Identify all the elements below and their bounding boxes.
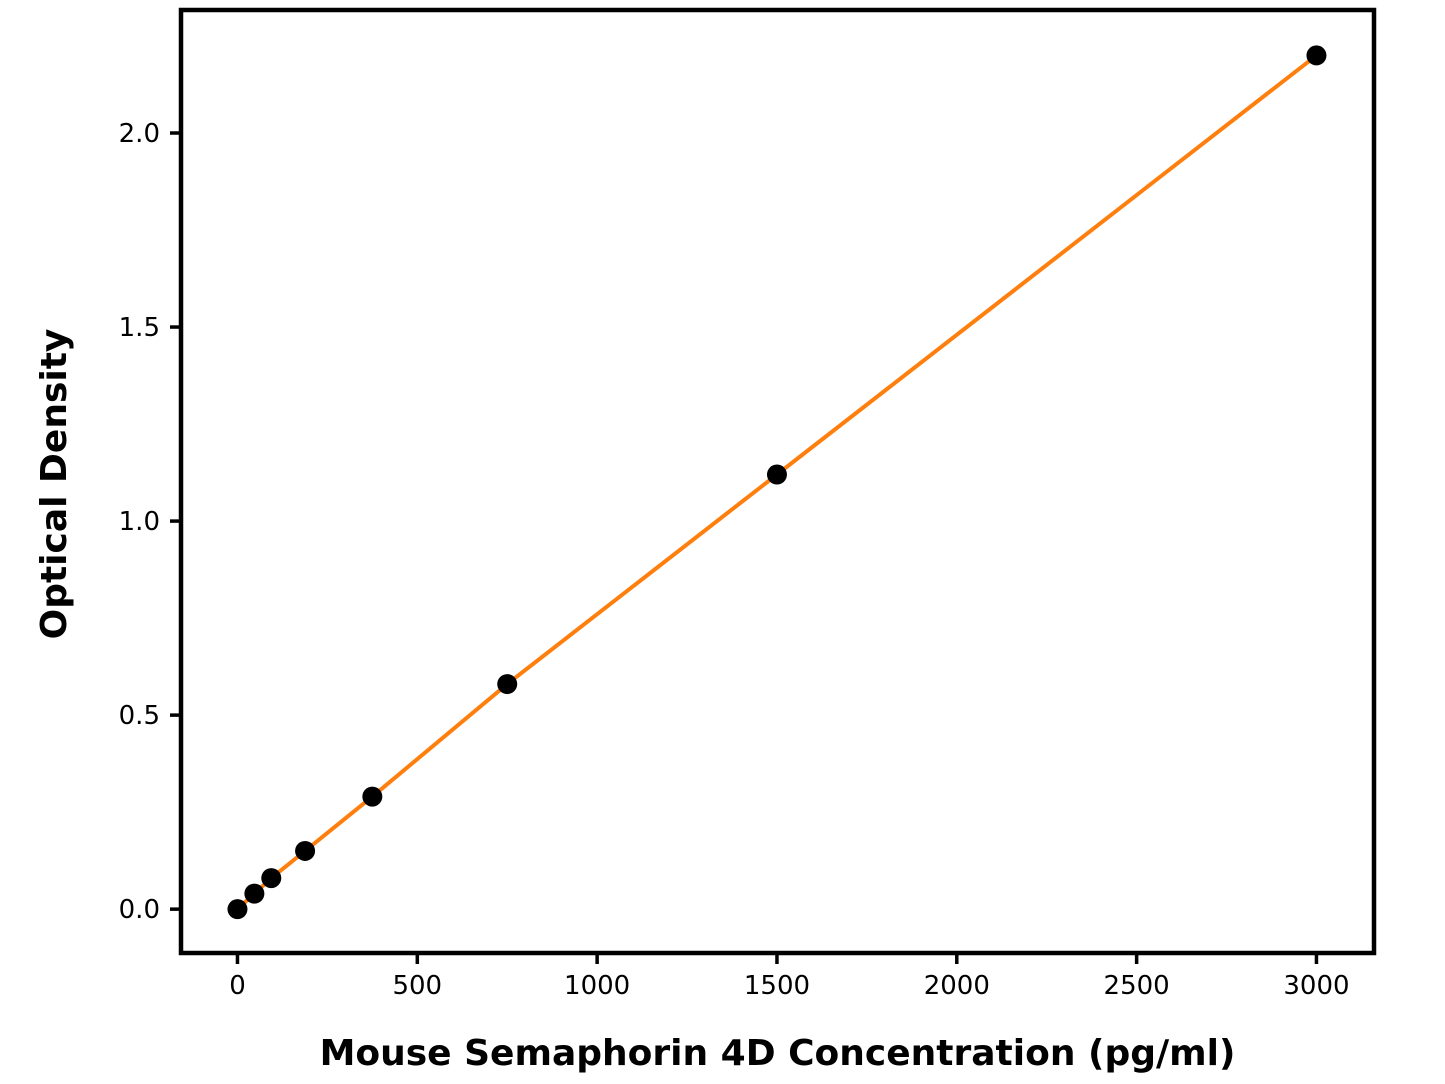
x-tick-label: 1500 [744, 971, 810, 1001]
x-tick-label: 0 [229, 971, 246, 1001]
y-tick-label: 1.0 [119, 507, 160, 537]
x-tick-label: 2500 [1104, 971, 1170, 1001]
data-point [261, 868, 282, 889]
y-tick-label: 0.5 [119, 701, 160, 731]
y-tick-label: 0.0 [119, 895, 160, 925]
x-axis-label: Mouse Semaphorin 4D Concentration (pg/ml… [319, 1033, 1236, 1074]
data-point [766, 464, 787, 485]
x-tick-label: 2000 [924, 971, 990, 1001]
x-tick-label: 500 [392, 971, 442, 1001]
y-tick-label: 2.0 [119, 119, 160, 149]
data-point [295, 840, 316, 861]
data-point [1306, 45, 1327, 66]
y-axis-label: Optical Density [34, 328, 75, 640]
data-point [244, 883, 265, 904]
data-point [227, 899, 248, 920]
data-point [362, 786, 383, 807]
plot-border [178, 7, 1377, 956]
x-tick-label: 3000 [1283, 971, 1349, 1001]
x-tick-label: 1000 [564, 971, 630, 1001]
data-point [497, 674, 518, 695]
y-tick-label: 1.5 [119, 313, 160, 343]
